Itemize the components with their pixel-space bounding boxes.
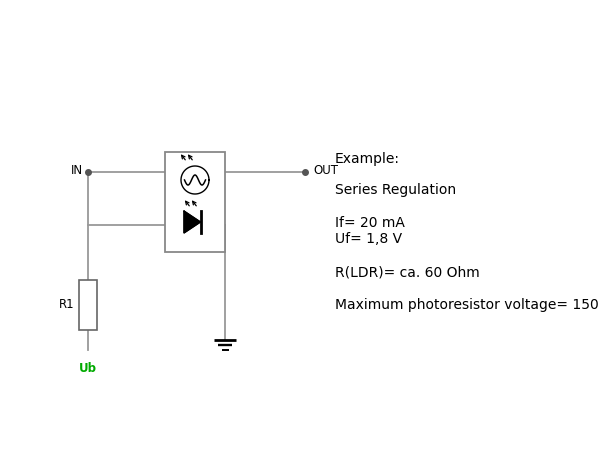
Polygon shape	[184, 211, 200, 233]
Text: R1: R1	[58, 298, 74, 311]
Text: OUT: OUT	[313, 163, 338, 176]
Text: IN: IN	[71, 163, 83, 176]
Text: Example:: Example:	[335, 152, 400, 166]
Text: Series Regulation: Series Regulation	[335, 183, 456, 197]
Text: Uf= 1,8 V: Uf= 1,8 V	[335, 232, 402, 246]
Bar	[79, 280, 97, 330]
Text: R(LDR)= ca. 60 Ohm: R(LDR)= ca. 60 Ohm	[335, 265, 480, 279]
Text: Ub: Ub	[79, 362, 97, 375]
Text: Maximum photoresistor voltage= 150 V: Maximum photoresistor voltage= 150 V	[335, 298, 600, 312]
Text: If= 20 mA: If= 20 mA	[335, 216, 405, 230]
Bar	[165, 152, 225, 252]
